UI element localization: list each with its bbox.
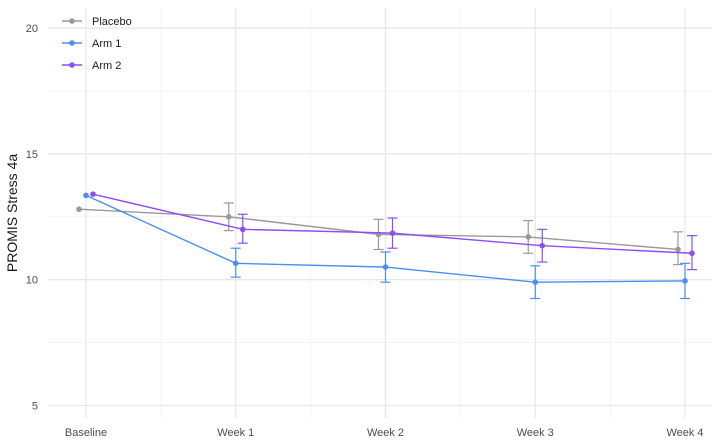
- y-tick-label: 10: [26, 275, 38, 287]
- legend: Placebo Arm 1 Arm 2: [62, 16, 132, 72]
- legend-item-arm-1: Arm 1: [62, 38, 121, 50]
- grid: [48, 8, 712, 418]
- data-point: [382, 264, 389, 270]
- x-tick-label: Week 3: [517, 427, 554, 439]
- data-point: [239, 226, 246, 233]
- legend-label: Arm 1: [92, 38, 121, 50]
- data-point: [76, 206, 82, 213]
- y-axis-title: PROMIS Stress 4a: [4, 154, 20, 272]
- legend-marker: [69, 18, 75, 24]
- series-arm-2: [90, 191, 697, 271]
- y-tick-label: 20: [26, 23, 38, 35]
- data-point: [689, 250, 695, 257]
- data-point: [83, 192, 89, 199]
- data-point: [389, 230, 396, 236]
- y-axis: 5 10 15 20: [26, 23, 38, 412]
- legend-label: Placebo: [92, 16, 132, 28]
- x-tick-label: Baseline: [65, 427, 107, 439]
- y-tick-label: 5: [32, 400, 38, 412]
- x-axis: Baseline Week 1 Week 2 Week 3 Week 4: [65, 427, 704, 439]
- data-point: [232, 260, 239, 267]
- legend-label: Arm 2: [92, 60, 121, 72]
- x-tick-label: Week 2: [367, 427, 404, 439]
- y-tick-label: 15: [26, 149, 38, 161]
- data-point: [225, 213, 232, 220]
- series-arm-1: [83, 192, 690, 300]
- data-point: [525, 234, 532, 240]
- data-point: [675, 246, 681, 253]
- legend-item-arm-2: Arm 2: [62, 60, 121, 72]
- data-point: [90, 191, 96, 197]
- data-point: [539, 242, 546, 249]
- plot-area: [76, 191, 697, 300]
- x-tick-label: Week 1: [217, 427, 254, 439]
- data-point: [532, 279, 539, 285]
- legend-marker: [69, 62, 75, 68]
- data-point: [682, 278, 688, 284]
- legend-marker: [69, 40, 75, 46]
- legend-item-placebo: Placebo: [62, 16, 132, 28]
- x-tick-label: Week 4: [666, 427, 703, 439]
